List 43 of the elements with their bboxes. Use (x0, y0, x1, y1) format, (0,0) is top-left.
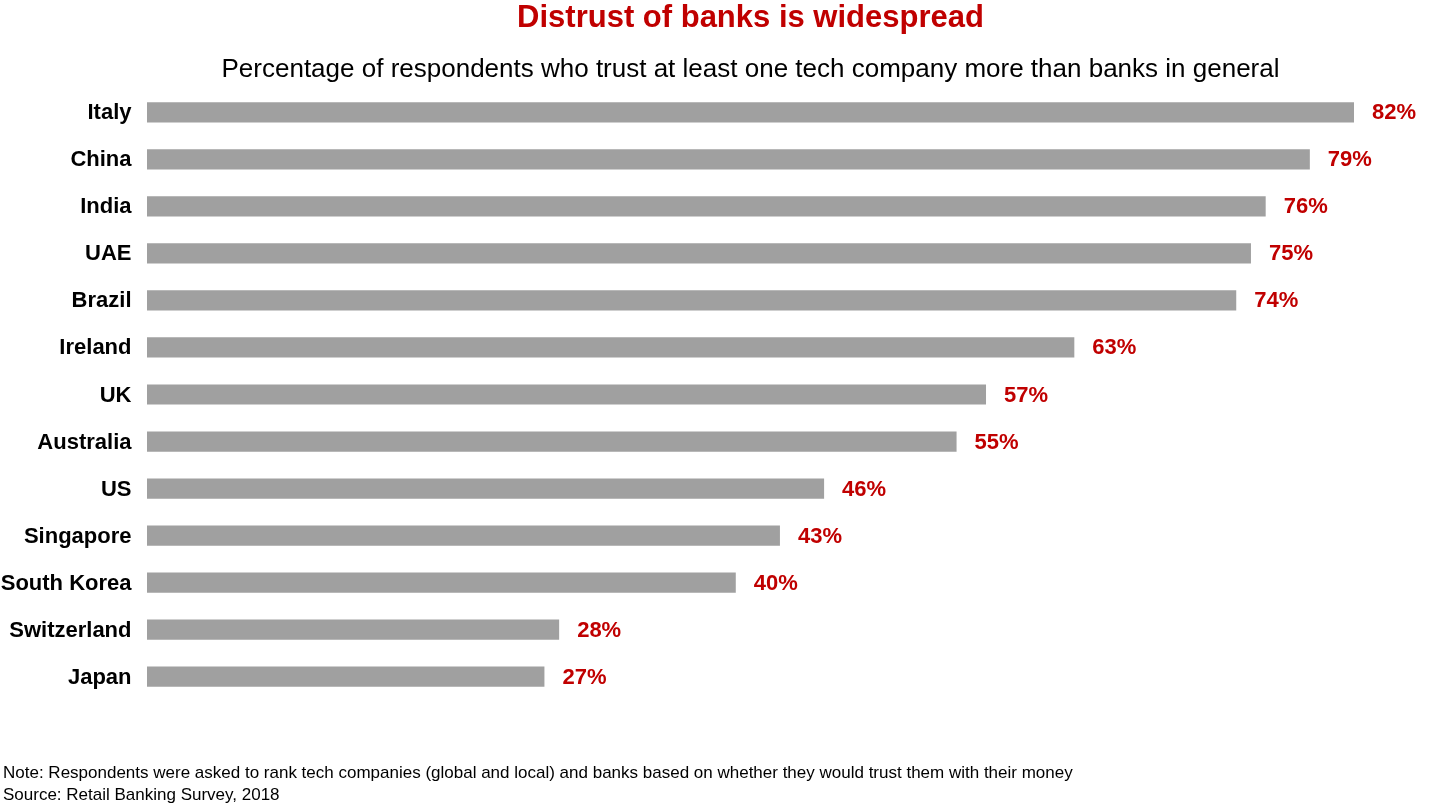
data-label: 46% (842, 475, 887, 501)
data-label: 57% (1004, 381, 1049, 407)
bar (147, 337, 1075, 358)
bar (147, 196, 1266, 217)
bar (147, 619, 560, 640)
chart-subtitle: Percentage of respondents who trust at least one tech company more than banks in general (221, 53, 1280, 83)
data-label: 28% (577, 616, 622, 642)
y-tick-label: UK (99, 381, 132, 407)
data-label: 75% (1268, 240, 1314, 266)
bar (147, 666, 545, 687)
data-label: 27% (562, 663, 607, 689)
y-tick-label: Switzerland (9, 616, 132, 642)
y-tick-label: Brazil (71, 287, 132, 313)
data-label: 82% (1372, 99, 1417, 125)
bar (147, 478, 825, 499)
bar (147, 243, 1251, 264)
chart-title: Distrust of banks is widespread (517, 0, 984, 34)
y-tick-label: South Korea (0, 569, 133, 595)
bar (147, 102, 1354, 123)
source-note: Source: Retail Banking Survey, 2018 (3, 784, 281, 806)
data-label: 43% (797, 522, 842, 548)
y-tick-label: US (100, 475, 132, 501)
y-tick-label: Japan (67, 663, 132, 689)
bar (147, 149, 1310, 170)
y-tick-label: Singapore (23, 522, 132, 548)
y-tick-label: India (80, 193, 133, 219)
data-label: 76% (1283, 193, 1328, 219)
bar (147, 525, 780, 546)
data-label: 55% (974, 428, 1019, 454)
data-label: 74% (1254, 287, 1299, 313)
text: Note: Respondents were asked to rank tech companies (global and local) and banks based on whether they would trust them with their money (3, 762, 1073, 784)
y-tick-label: China (70, 146, 133, 172)
bar (147, 431, 957, 452)
data-label: 79% (1327, 146, 1372, 172)
bar (147, 572, 736, 593)
y-tick-label: Australia (37, 428, 133, 454)
y-tick-label: Italy (87, 99, 133, 125)
data-label: 63% (1092, 334, 1137, 360)
bar (147, 384, 987, 405)
y-tick-label: Ireland (59, 334, 132, 360)
bar (147, 290, 1237, 311)
data-label: 40% (753, 569, 798, 595)
y-tick-label: UAE (85, 240, 132, 266)
